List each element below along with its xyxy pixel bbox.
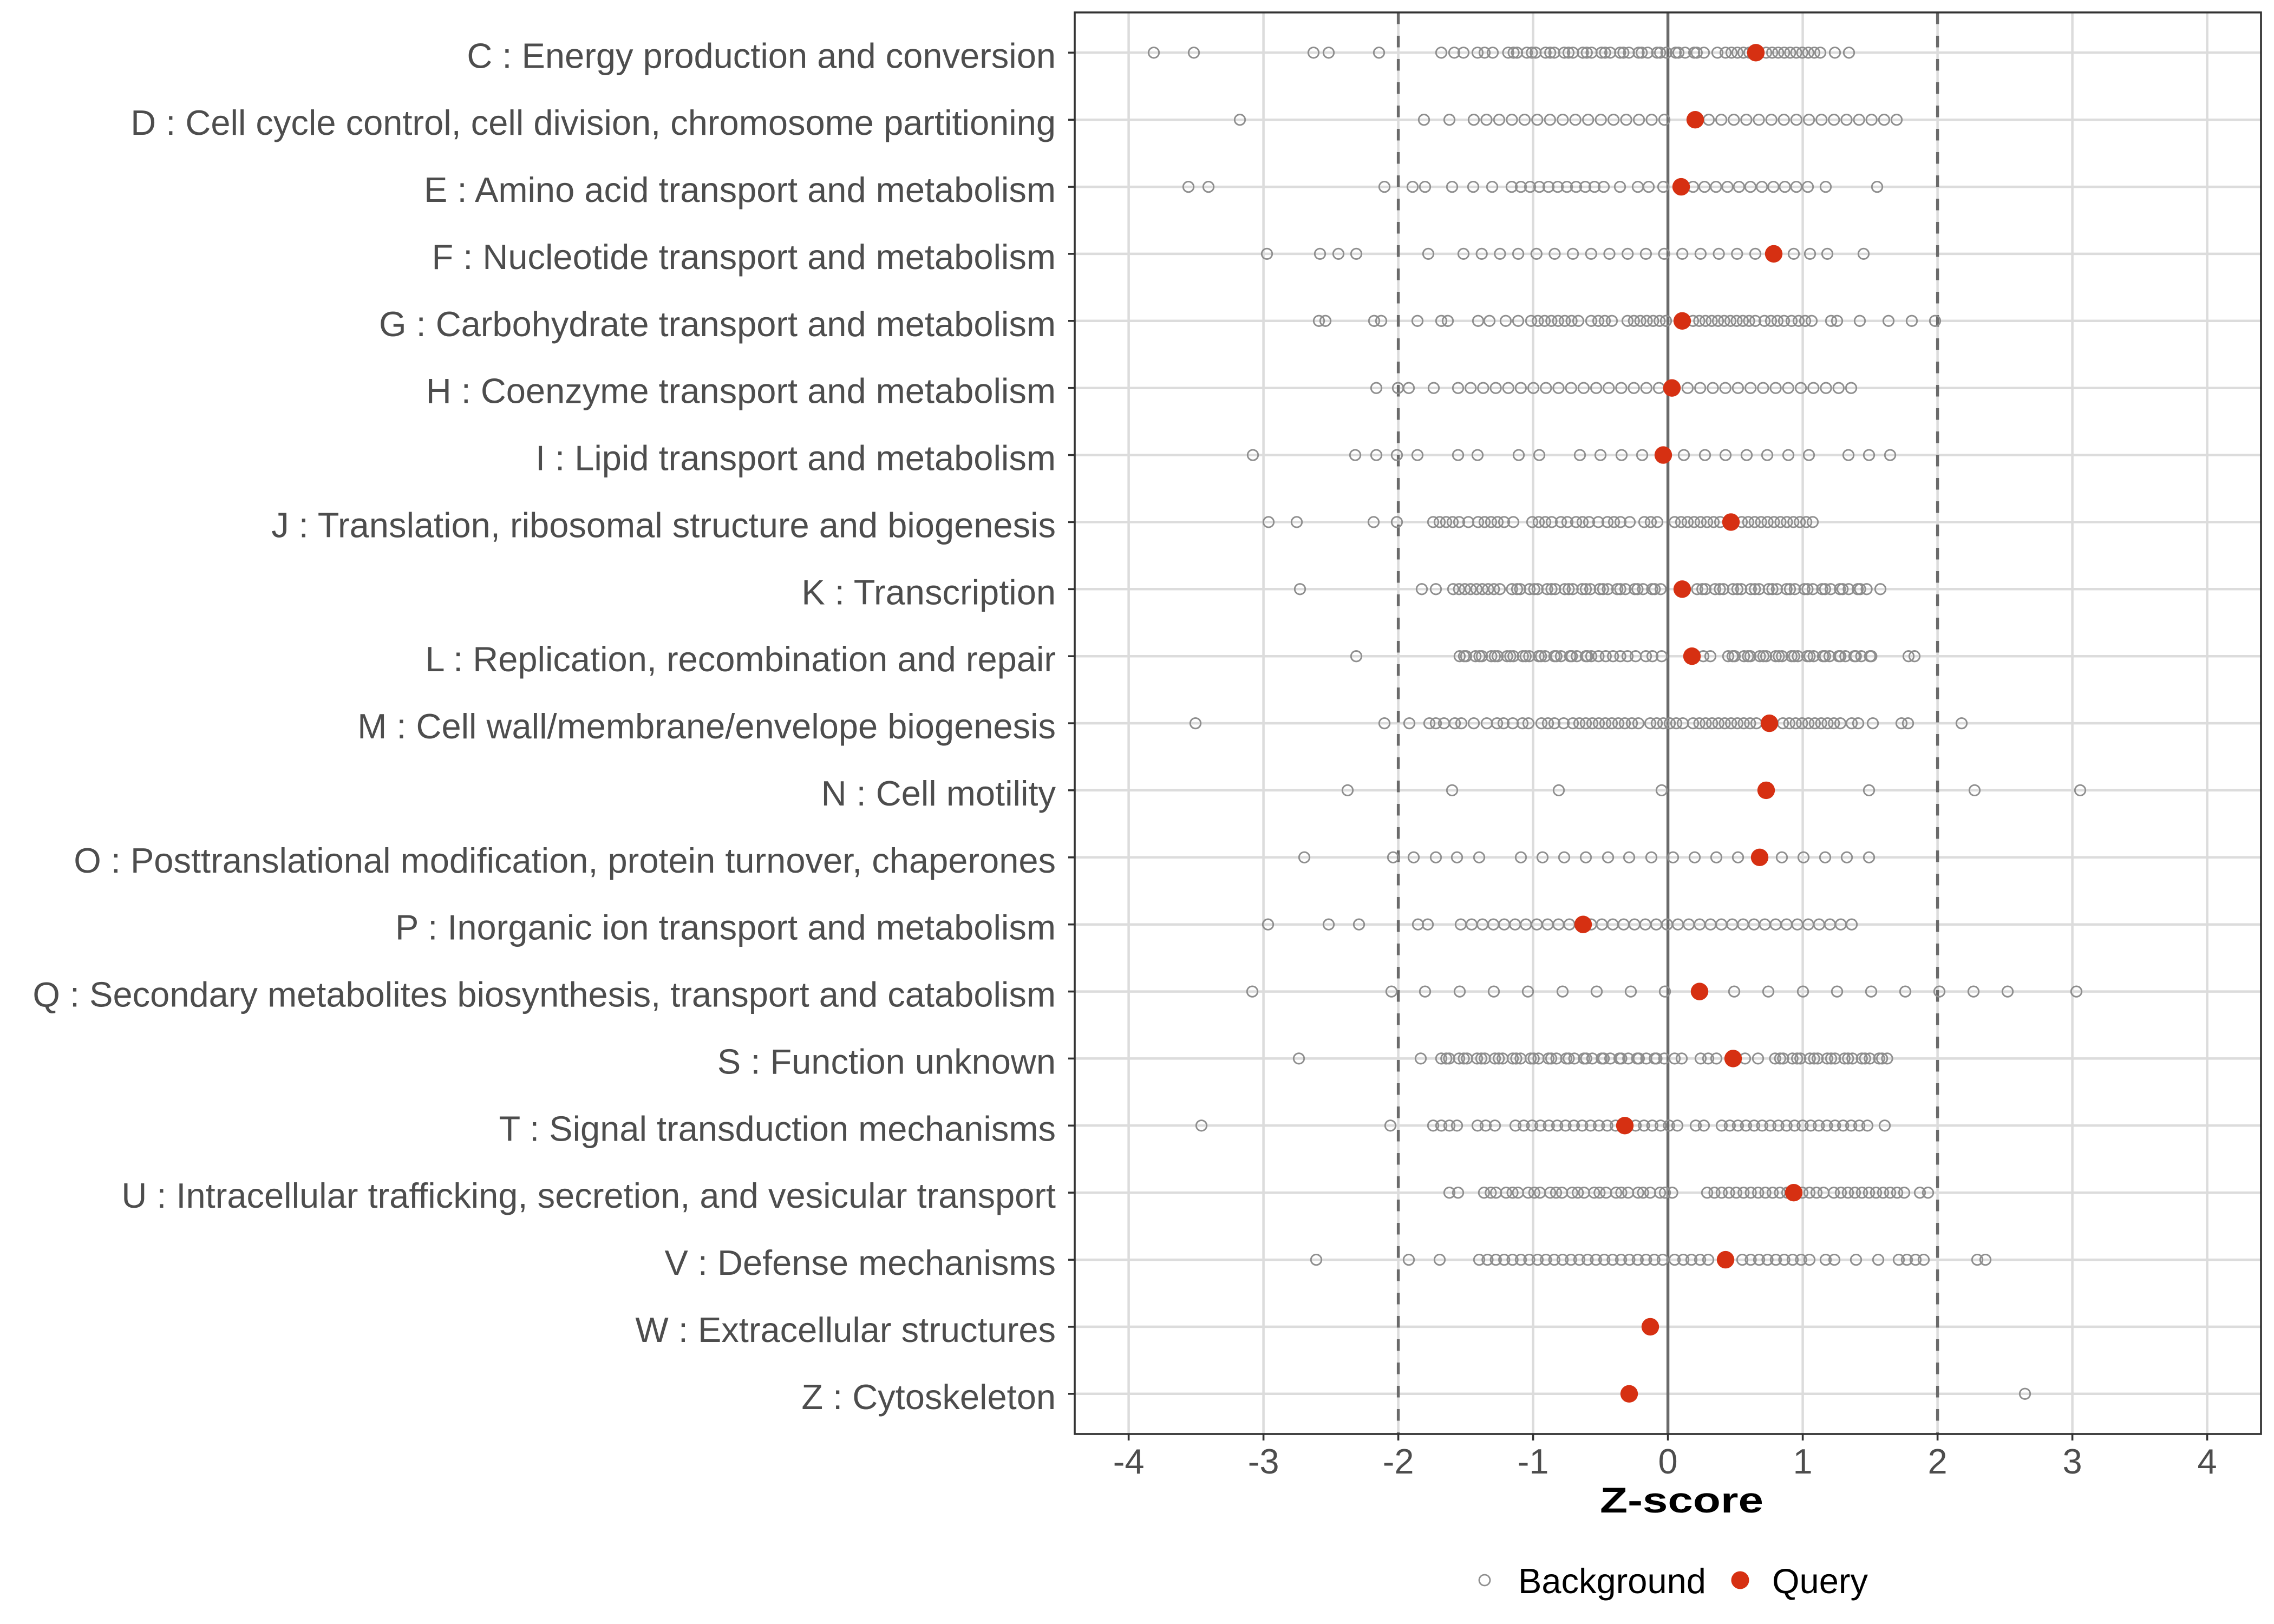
- svg-text:W : Extracellular structures: W : Extracellular structures: [635, 1310, 1056, 1350]
- svg-text:E : Amino acid transport and m: E : Amino acid transport and metabolism: [424, 170, 1056, 209]
- svg-text:K : Transcription: K : Transcription: [801, 572, 1056, 612]
- svg-text:-4: -4: [1113, 1442, 1145, 1481]
- svg-text:T : Signal transduction mechan: T : Signal transduction mechanisms: [499, 1109, 1056, 1148]
- svg-text:I : Lipid transport and metabo: I : Lipid transport and metabolism: [535, 438, 1056, 478]
- svg-text:V : Defense mechanisms: V : Defense mechanisms: [664, 1243, 1056, 1282]
- svg-text:O : Posttranslational modifica: O : Posttranslational modification, prot…: [74, 841, 1056, 880]
- svg-text:P : Inorganic ion transport an: P : Inorganic ion transport and metaboli…: [395, 908, 1056, 947]
- svg-text:Z : Cytoskeleton: Z : Cytoskeleton: [801, 1377, 1056, 1417]
- svg-text:-3: -3: [1248, 1442, 1279, 1481]
- svg-text:4: 4: [2198, 1442, 2217, 1481]
- svg-text:3: 3: [2063, 1442, 2082, 1481]
- svg-text:N : Cell motility: N : Cell motility: [821, 774, 1056, 813]
- svg-text:2: 2: [1928, 1442, 1948, 1481]
- svg-text:F : Nucleotide transport and m: F : Nucleotide transport and metabolism: [432, 237, 1056, 277]
- svg-text:J : Translation, ribosomal str: J : Translation, ribosomal structure and…: [271, 505, 1056, 545]
- svg-text:G : Carbohydrate transport and: G : Carbohydrate transport and metabolis…: [379, 304, 1056, 344]
- svg-text:H : Coenzyme transport and met: H : Coenzyme transport and metabolism: [426, 371, 1056, 411]
- svg-text:S : Function unknown: S : Function unknown: [717, 1042, 1056, 1081]
- svg-text:-2: -2: [1383, 1442, 1414, 1481]
- svg-text:Query: Query: [1772, 1561, 1868, 1601]
- svg-text:M : Cell wall/membrane/envelop: M : Cell wall/membrane/envelope biogenes…: [357, 706, 1056, 746]
- svg-text:D : Cell cycle control, cell d: D : Cell cycle control, cell division, c…: [130, 103, 1056, 142]
- svg-text:Q : Secondary metabolites bios: Q : Secondary metabolites biosynthesis, …: [32, 975, 1056, 1014]
- svg-text:U : Intracellular trafficking,: U : Intracellular trafficking, secretion…: [121, 1176, 1056, 1215]
- svg-text:C : Energy production and conv: C : Energy production and conversion: [467, 36, 1056, 75]
- svg-text:1: 1: [1793, 1442, 1813, 1481]
- svg-text:0: 0: [1658, 1442, 1678, 1481]
- svg-text:Z-score: Z-score: [1600, 1480, 1763, 1520]
- svg-text:-1: -1: [1518, 1442, 1549, 1481]
- svg-text:L : Replication, recombination: L : Replication, recombination and repai…: [425, 639, 1056, 679]
- svg-text:Background: Background: [1518, 1561, 1706, 1601]
